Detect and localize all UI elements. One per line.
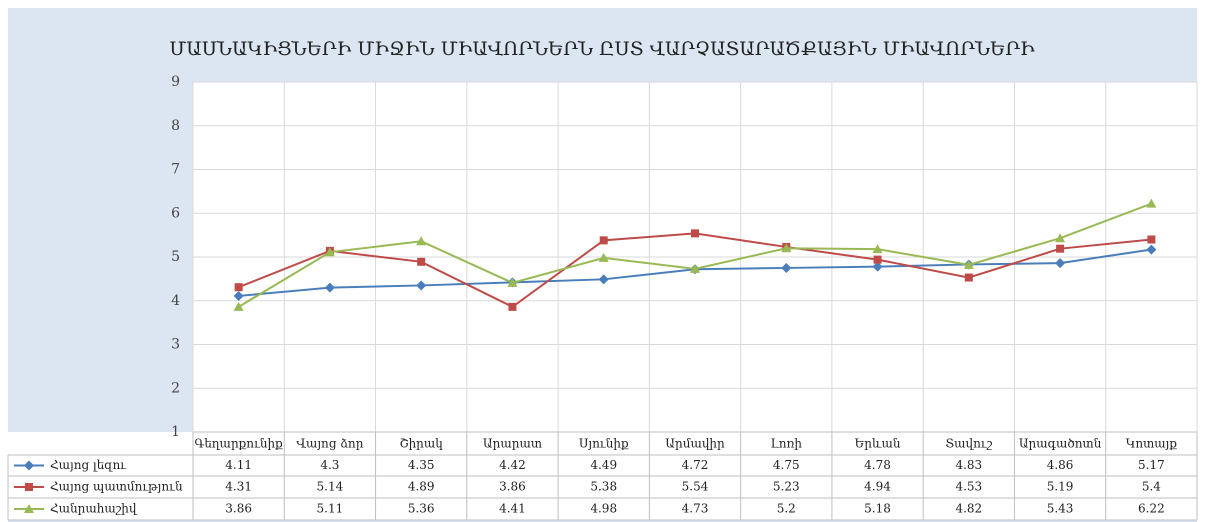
table-value: 4.72 xyxy=(682,458,709,472)
table-value: 4.53 xyxy=(955,480,982,494)
table-value: 5.54 xyxy=(682,480,709,494)
table-value: 5.2 xyxy=(777,502,796,516)
legend-label: Հայոց պատմություն xyxy=(50,480,183,494)
x-tick-label: Արագածոտն xyxy=(1019,437,1102,451)
table-value: 4.83 xyxy=(955,458,982,472)
data-point xyxy=(872,244,883,254)
data-point xyxy=(691,229,699,238)
data-point xyxy=(1056,244,1065,253)
y-tick-label: 2 xyxy=(171,380,180,396)
data-point xyxy=(416,236,427,246)
data-point xyxy=(324,282,335,293)
data-point xyxy=(872,261,883,272)
x-tick-label: Տավուշ xyxy=(945,437,992,451)
chart-title: ՄԱՍՆԱԿԻՑՆԵՐԻ ՄԻՋԻՆ ՄԻԱՎՈՐՆԵՐՆ ԸՍՏ ՎԱՐՉԱՏ… xyxy=(169,38,1035,60)
table-value: 3.86 xyxy=(225,502,252,516)
data-point xyxy=(1055,258,1066,269)
table-value: 4.73 xyxy=(682,502,709,516)
table-value: 4.78 xyxy=(864,458,891,472)
table-value: 4.31 xyxy=(225,480,252,494)
table-value: 6.22 xyxy=(1138,502,1165,516)
y-tick-label: 5 xyxy=(171,249,180,265)
legend-label: Հանրահաշիվ xyxy=(50,502,138,516)
data-point xyxy=(324,247,335,257)
data-point xyxy=(873,255,882,264)
data-point xyxy=(690,263,700,273)
table-value: 5.4 xyxy=(1142,480,1161,494)
table-value: 5.38 xyxy=(590,480,617,494)
table-value: 5.36 xyxy=(408,502,435,516)
table-value: 4.41 xyxy=(499,502,526,516)
x-tick-label: Կոտայք xyxy=(1126,437,1178,451)
x-tick-label: Գեղարքունիք xyxy=(194,437,283,451)
x-tick-label: Երևան xyxy=(855,437,901,451)
table-value: 4.49 xyxy=(590,458,617,472)
table-value: 4.3 xyxy=(320,458,339,472)
table-value: 5.17 xyxy=(1138,458,1165,472)
data-point xyxy=(507,277,518,287)
data-point xyxy=(233,290,244,301)
x-tick-label: Լոռի xyxy=(771,437,803,451)
legend-marker xyxy=(24,460,34,471)
data-point xyxy=(781,262,792,273)
legend-label: Հայոց լեզու xyxy=(50,458,127,472)
legend-marker xyxy=(25,483,33,491)
x-tick-label: Արարատ xyxy=(483,437,542,451)
y-tick-label: 7 xyxy=(171,162,180,178)
data-point xyxy=(1147,235,1156,244)
data-point xyxy=(416,280,427,291)
table-value: 5.18 xyxy=(864,502,891,516)
table-value: 4.42 xyxy=(499,458,526,472)
data-point xyxy=(234,283,243,292)
x-tick-label: Շիրակ xyxy=(400,437,444,451)
table-value: 4.75 xyxy=(773,458,800,472)
table-value: 4.98 xyxy=(590,502,617,516)
data-point xyxy=(598,274,609,285)
table-value: 5.43 xyxy=(1047,502,1074,516)
data-point xyxy=(963,259,974,269)
data-point xyxy=(964,273,973,282)
data-point xyxy=(1146,198,1157,208)
table-value: 5.23 xyxy=(773,480,800,494)
data-point xyxy=(598,252,609,262)
data-point xyxy=(417,257,426,266)
table-value: 4.94 xyxy=(864,480,891,494)
x-tick-label: Արմավիր xyxy=(665,437,725,451)
table-value: 5.14 xyxy=(317,480,344,494)
data-point xyxy=(233,301,244,311)
data-point xyxy=(508,302,517,311)
y-tick-label: 9 xyxy=(171,74,180,90)
data-point xyxy=(1055,233,1066,243)
y-tick-label: 6 xyxy=(171,205,180,221)
y-tick-label: 3 xyxy=(171,337,180,353)
legend-marker xyxy=(24,504,34,513)
table-value: 4.82 xyxy=(955,502,982,516)
table-value: 4.11 xyxy=(225,458,252,472)
table-value: 4.89 xyxy=(408,480,435,494)
table-value: 5.19 xyxy=(1047,480,1074,494)
table-value: 4.35 xyxy=(408,458,435,472)
y-tick-label: 1 xyxy=(171,424,180,440)
data-point xyxy=(781,243,792,253)
data-point xyxy=(1146,244,1157,255)
data-point xyxy=(599,236,608,245)
x-tick-label: Սյունիք xyxy=(579,437,629,451)
y-tick-label: 4 xyxy=(171,293,180,309)
table-value: 3.86 xyxy=(499,480,526,494)
x-tick-label: Վայոց ձոր xyxy=(296,437,363,451)
y-tick-label: 8 xyxy=(171,118,180,134)
table-value: 5.11 xyxy=(317,502,344,516)
table-value: 4.86 xyxy=(1047,458,1074,472)
